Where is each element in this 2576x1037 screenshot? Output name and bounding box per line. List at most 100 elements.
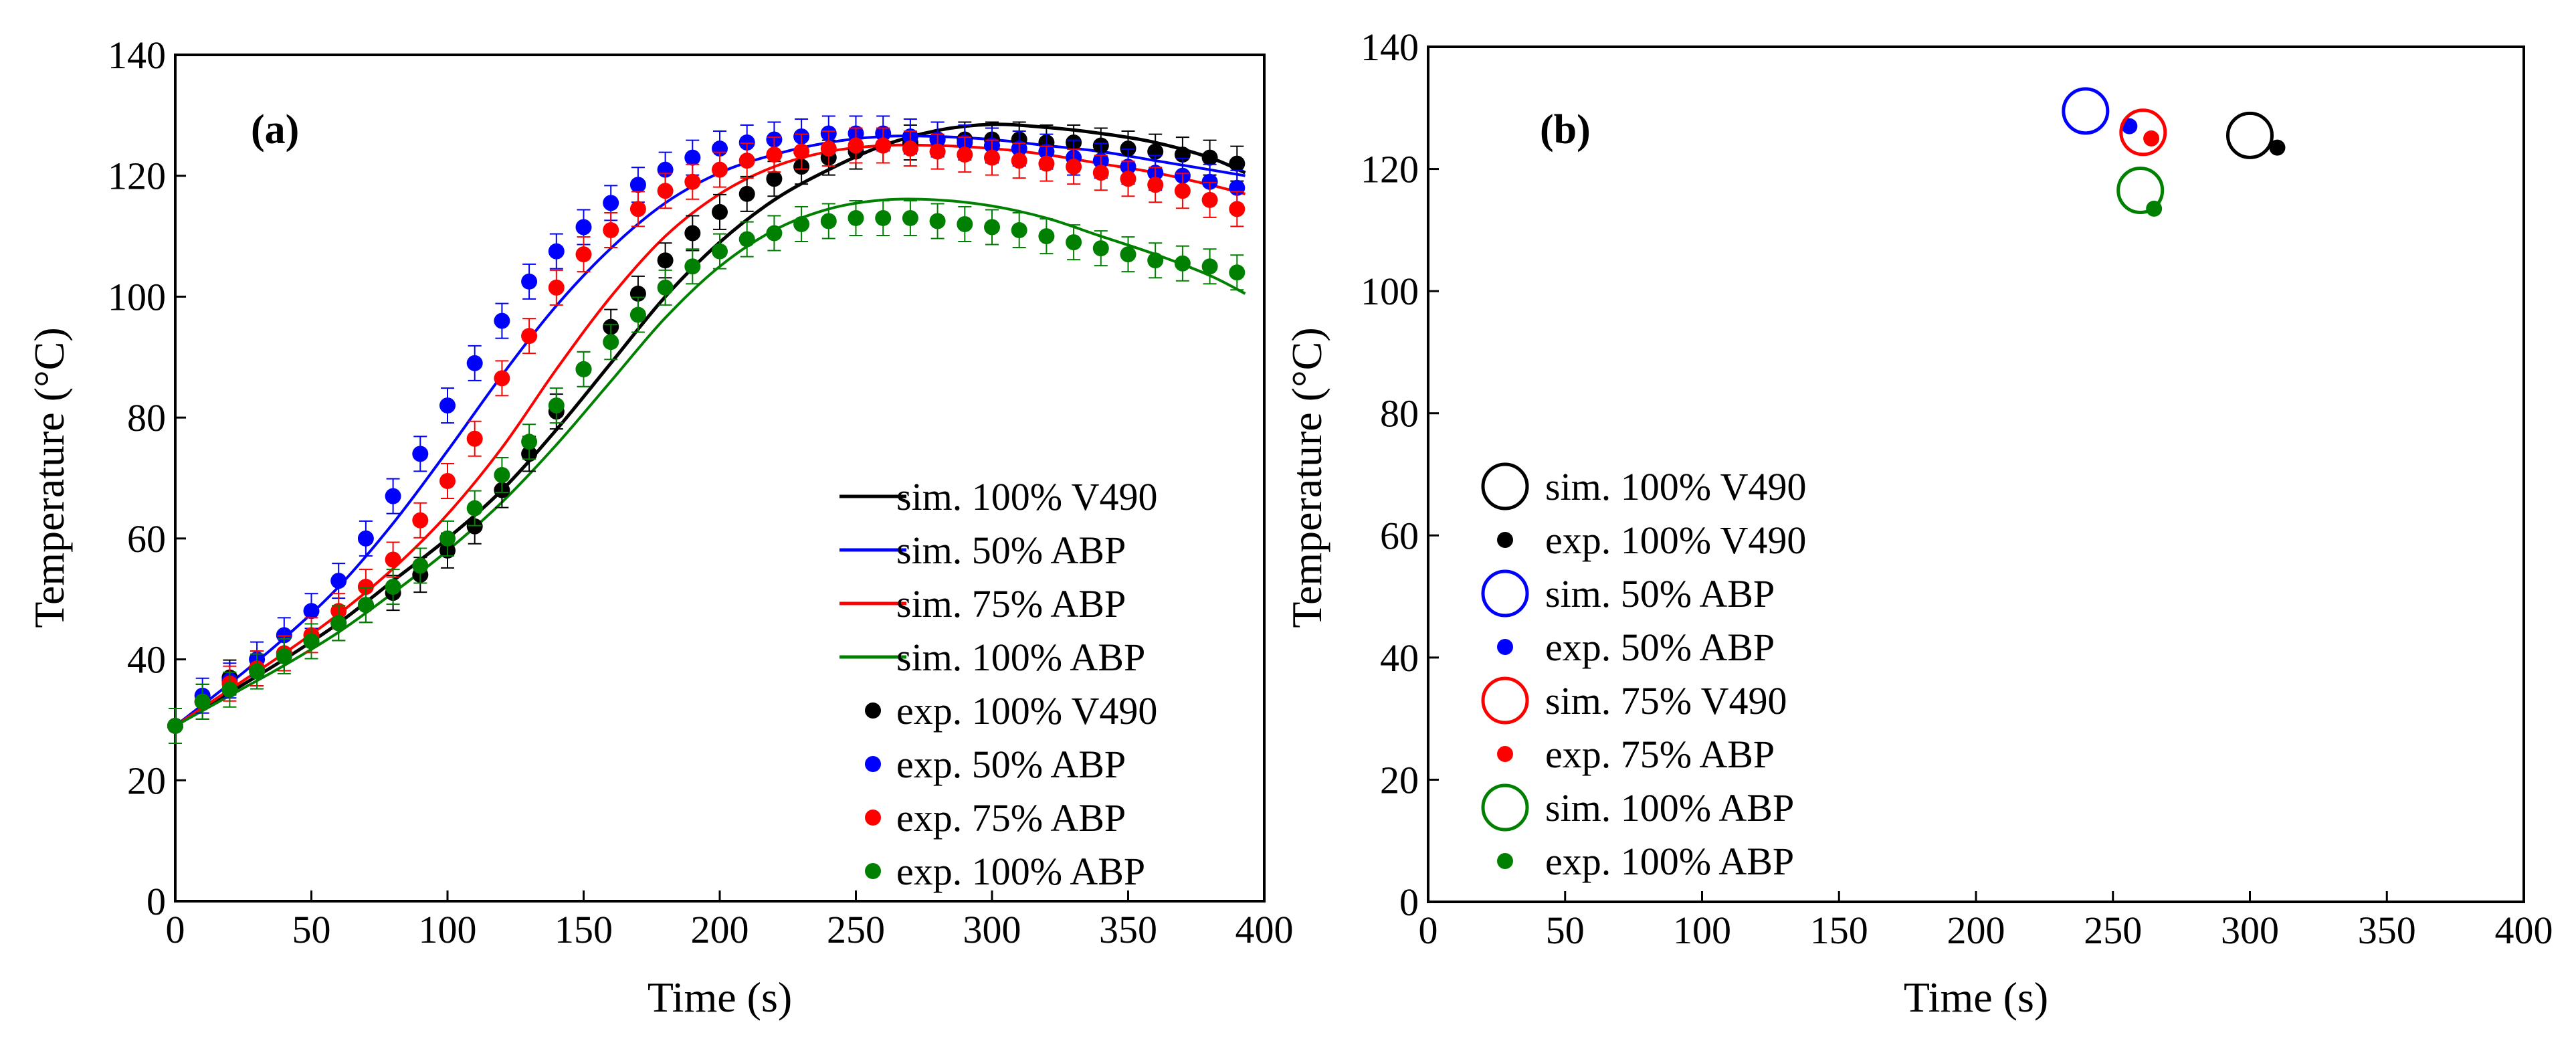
panel-b-x-tick-label: 250 — [2084, 909, 2142, 952]
panel-a-legend-item: exp. 100% ABP — [865, 850, 1145, 893]
panel-a-exp-point — [712, 243, 728, 260]
panel-a-exp-point — [629, 306, 646, 323]
panel-b-x-tick-label: 0 — [1419, 909, 1438, 952]
panel-a-exp-point — [303, 603, 320, 620]
panel-b-exp-point — [2121, 118, 2138, 134]
panel-a-exp-point — [494, 466, 510, 483]
panel-a-exp-point — [1147, 252, 1164, 269]
panel-a-exp-point — [494, 370, 510, 387]
panel-a-legend-item: sim. 75% ABP — [839, 582, 1126, 626]
panel-a-exp-point — [1229, 264, 1246, 281]
panel-b-legend-label: exp. 100% ABP — [1545, 840, 1794, 883]
panel-a-legend-item: sim. 50% ABP — [839, 529, 1126, 572]
panel-b-legend-label: exp. 75% ABP — [1545, 733, 1775, 776]
panel-a-exp-point — [1038, 228, 1055, 245]
panel-a-x-tick-label: 250 — [827, 908, 885, 951]
panel-b-series-6 — [2116, 167, 2165, 215]
panel-a-legend-item: sim. 100% V490 — [839, 475, 1157, 518]
panel-a-exp-point — [330, 615, 347, 632]
panel-b-series-0 — [2226, 111, 2274, 159]
panel-a-exp-point — [603, 334, 619, 351]
panel-a-exp-point — [929, 143, 946, 160]
panel-a-exp-point — [466, 518, 483, 535]
panel-b-exp-point — [2143, 130, 2160, 147]
panel-b-legend-dot-swatch — [1497, 853, 1513, 869]
panel-a-exp-point — [439, 530, 456, 547]
panel-a-exp-point — [276, 648, 292, 665]
panel-a-exp-point — [194, 693, 211, 710]
panel-a-exp-point — [167, 717, 183, 734]
panel-b-x-tick-label: 300 — [2221, 909, 2279, 952]
panel-a-x-tick-label: 0 — [166, 908, 185, 951]
panel-a-exp-point — [1120, 140, 1136, 157]
panel-b-y-tick-label: 60 — [1380, 514, 1419, 557]
panel-a-exp-point — [466, 430, 483, 447]
panel-a-exp-point — [684, 225, 701, 242]
panel-a-exp-point — [412, 512, 429, 529]
panel-a-y-tick-label: 80 — [127, 396, 166, 440]
panel-a-exp-point — [712, 161, 728, 178]
panel-a-exp-point — [439, 397, 456, 414]
panel-a-exp-point — [712, 203, 728, 220]
panel-a-exp-point — [521, 434, 538, 450]
panel-a-exp-point — [249, 663, 266, 680]
panel-a-exp-point — [738, 153, 755, 169]
panel-a-exp-point — [1066, 234, 1082, 251]
panel-a-exp-point — [603, 222, 619, 239]
panel-b-y-tick-label: 100 — [1361, 270, 1419, 313]
panel-a-legend-item: exp. 50% ABP — [865, 743, 1126, 786]
panel-b-chart: 0 50 100 150 200 250 300 350 400 0 20 40 60 80 100 120 1… — [1283, 25, 2553, 1021]
panel-a-exp-point — [412, 557, 429, 574]
panel-a-y-tick-label: 100 — [108, 275, 166, 318]
panel-b-legend-dot-swatch — [1497, 639, 1513, 655]
panel-a-exp-point — [902, 209, 918, 226]
panel-a-exp-point — [929, 213, 946, 229]
panel-a-exp-point — [439, 473, 456, 490]
panel-a-exp-point — [1038, 155, 1055, 172]
panel-b-sim-point — [2062, 87, 2110, 135]
panel-a-exp-point — [385, 488, 401, 504]
panel-a-exp-point — [793, 216, 810, 232]
panel-b-legend-item: sim. 75% V490 — [1481, 676, 1787, 725]
panel-a-legend-item: exp. 75% ABP — [865, 796, 1126, 840]
panel-a-exp-point — [357, 597, 374, 614]
panel-a-exp-point — [984, 219, 1000, 235]
panel-a-exp-point — [575, 246, 592, 263]
panel-a-exp-point — [357, 579, 374, 595]
panel-a-exp-point — [875, 209, 892, 226]
panel-a-exp-point — [1120, 246, 1136, 263]
panel-b-legend-label: sim. 75% V490 — [1545, 679, 1787, 723]
panel-a-legend-label: sim. 75% ABP — [896, 582, 1126, 626]
panel-a-exp-point — [548, 243, 565, 260]
panel-a-x-tick-label: 300 — [963, 908, 1021, 951]
panel-b-y-tick-label: 140 — [1361, 25, 1419, 69]
panel-b-x-tick-label: 50 — [1546, 909, 1585, 952]
panel-a-exp-point — [657, 279, 674, 296]
panel-a-legend-label: sim. 50% ABP — [896, 529, 1126, 572]
panel-b-y-tick-label: 120 — [1361, 148, 1419, 191]
panel-a-y-tick-label: 0 — [146, 880, 166, 923]
panel-b-legend-label: exp. 100% V490 — [1545, 518, 1806, 562]
panel-b-legend-item: sim. 50% ABP — [1481, 569, 1775, 618]
panel-a-exp-point — [957, 147, 973, 163]
panel-a-exp-point — [1201, 149, 1218, 166]
panel-a-legend-item: exp. 100% V490 — [865, 689, 1157, 733]
panel-a-exp-point — [684, 149, 701, 166]
panel-a-exp-point — [1066, 159, 1082, 175]
panel-b-x-tick-label: 350 — [2358, 909, 2416, 952]
panel-b-x-tick-label: 200 — [1947, 909, 2005, 952]
panel-a-series-7 — [167, 199, 1246, 744]
panel-a-exp-point — [521, 328, 538, 345]
panel-a-exp-point — [494, 312, 510, 329]
panel-a-exp-point — [357, 530, 374, 547]
panel-b-legend-label: sim. 50% ABP — [1545, 572, 1775, 616]
panel-a-legend-dot-swatch — [865, 810, 881, 826]
panel-a-legend-item: sim. 100% ABP — [839, 636, 1145, 679]
panel-a-legend-label: exp. 100% ABP — [896, 850, 1145, 893]
panel-a-x-tick-label: 350 — [1099, 908, 1157, 951]
panel-a-exp-point — [848, 209, 864, 226]
panel-b-y-axis-title: Temperature (°C) — [1283, 327, 1330, 628]
panel-a-label: (a) — [251, 107, 299, 153]
panel-a-x-tick-label: 150 — [555, 908, 613, 951]
